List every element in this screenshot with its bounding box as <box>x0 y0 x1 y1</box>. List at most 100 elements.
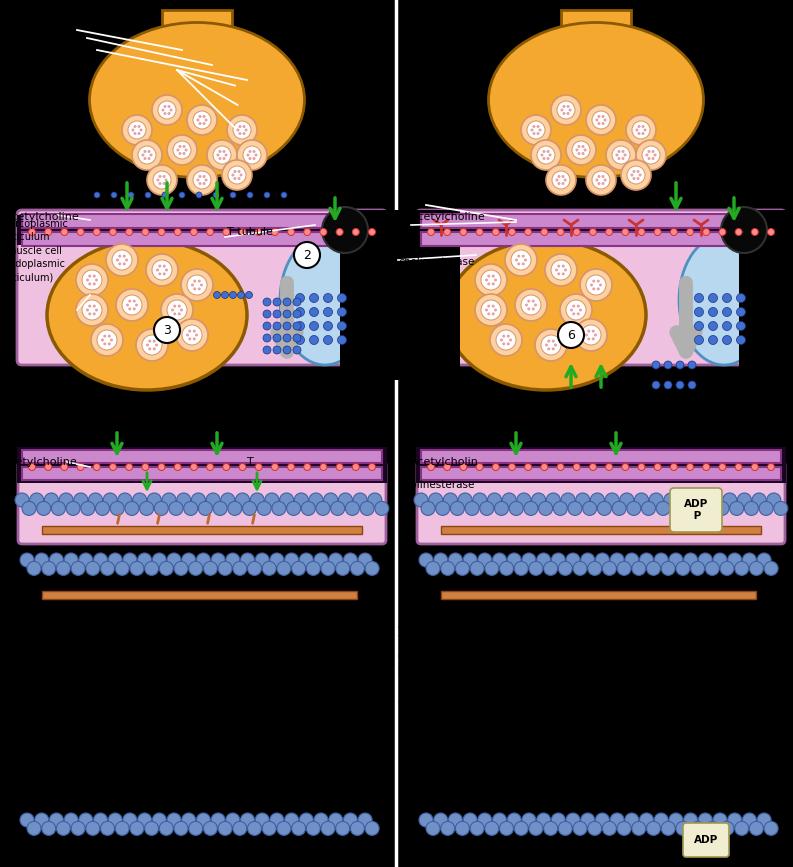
Circle shape <box>735 229 742 236</box>
Circle shape <box>527 121 545 139</box>
Circle shape <box>699 813 712 827</box>
Circle shape <box>77 229 84 236</box>
Circle shape <box>158 464 165 471</box>
Circle shape <box>179 192 185 198</box>
Circle shape <box>270 813 284 827</box>
Circle shape <box>737 336 745 344</box>
Circle shape <box>728 813 741 827</box>
Circle shape <box>101 562 114 576</box>
Circle shape <box>566 300 586 320</box>
Circle shape <box>146 254 178 286</box>
Circle shape <box>656 501 670 515</box>
Circle shape <box>625 553 639 567</box>
Circle shape <box>159 562 174 576</box>
Circle shape <box>163 182 166 185</box>
Circle shape <box>638 132 641 135</box>
Circle shape <box>638 125 641 128</box>
Circle shape <box>537 125 539 128</box>
Circle shape <box>494 278 497 282</box>
Circle shape <box>573 229 580 236</box>
Circle shape <box>564 269 567 271</box>
Circle shape <box>441 562 454 576</box>
Circle shape <box>597 501 611 515</box>
Circle shape <box>542 157 546 160</box>
Circle shape <box>585 334 588 336</box>
Circle shape <box>122 115 152 145</box>
Circle shape <box>159 182 162 185</box>
Text: between actin and myosin.: between actin and myosin. <box>3 750 144 760</box>
Text: from the synaptic cleft.: from the synaptic cleft. <box>398 633 519 643</box>
Circle shape <box>450 501 465 515</box>
Circle shape <box>549 153 552 157</box>
Circle shape <box>622 229 629 236</box>
Circle shape <box>198 501 213 515</box>
Circle shape <box>566 105 569 108</box>
Circle shape <box>638 229 645 236</box>
Circle shape <box>283 334 291 342</box>
Circle shape <box>336 464 343 471</box>
Circle shape <box>103 342 106 345</box>
Circle shape <box>188 337 191 341</box>
Circle shape <box>419 813 433 827</box>
Circle shape <box>283 298 291 306</box>
Circle shape <box>588 562 602 576</box>
Circle shape <box>108 342 111 345</box>
Circle shape <box>153 340 155 342</box>
Circle shape <box>487 275 490 277</box>
Circle shape <box>271 229 278 236</box>
FancyBboxPatch shape <box>17 210 387 365</box>
Circle shape <box>182 152 186 155</box>
Circle shape <box>537 132 539 135</box>
Circle shape <box>93 312 96 316</box>
Circle shape <box>465 501 479 515</box>
Circle shape <box>153 171 171 189</box>
Circle shape <box>178 304 181 308</box>
Circle shape <box>555 179 558 181</box>
Circle shape <box>293 346 301 354</box>
Circle shape <box>639 813 653 827</box>
Circle shape <box>44 229 52 236</box>
Circle shape <box>500 338 503 342</box>
Circle shape <box>551 260 571 280</box>
Circle shape <box>642 146 660 164</box>
Circle shape <box>141 153 144 157</box>
Circle shape <box>56 821 71 836</box>
Circle shape <box>182 145 186 148</box>
Bar <box>162 10 232 60</box>
Circle shape <box>233 170 236 173</box>
Circle shape <box>223 157 225 160</box>
Circle shape <box>554 501 567 515</box>
Circle shape <box>262 562 276 576</box>
Circle shape <box>239 132 242 135</box>
Circle shape <box>360 501 374 515</box>
Circle shape <box>257 501 271 515</box>
Circle shape <box>125 229 132 236</box>
Circle shape <box>369 464 376 471</box>
Circle shape <box>487 304 490 308</box>
Circle shape <box>223 150 225 153</box>
Circle shape <box>167 553 181 567</box>
Circle shape <box>109 464 117 471</box>
Circle shape <box>478 813 492 827</box>
Circle shape <box>647 157 650 160</box>
Circle shape <box>603 119 607 121</box>
Circle shape <box>594 334 597 336</box>
Circle shape <box>592 337 595 341</box>
Circle shape <box>324 308 332 316</box>
Bar <box>421 214 781 228</box>
Circle shape <box>586 165 616 195</box>
Circle shape <box>132 308 136 310</box>
Circle shape <box>555 269 558 271</box>
Circle shape <box>228 166 246 184</box>
Circle shape <box>558 562 573 576</box>
Bar <box>22 450 382 463</box>
Circle shape <box>197 119 200 121</box>
Circle shape <box>646 821 661 836</box>
Circle shape <box>652 150 654 153</box>
Circle shape <box>427 229 435 236</box>
Circle shape <box>476 229 483 236</box>
Circle shape <box>123 263 126 265</box>
Circle shape <box>203 821 217 836</box>
Circle shape <box>207 464 213 471</box>
Circle shape <box>429 493 442 507</box>
